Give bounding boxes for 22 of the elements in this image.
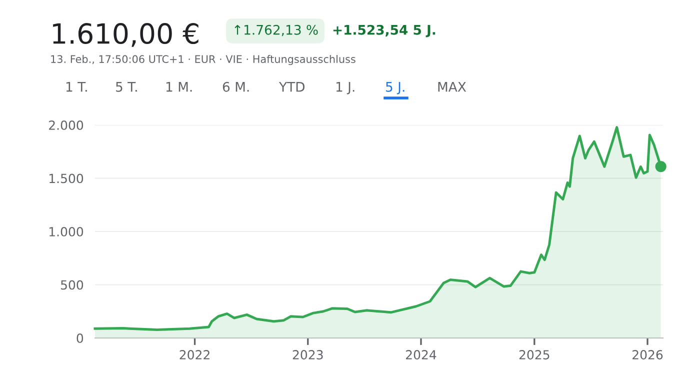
x-tick-label: 2026 bbox=[632, 350, 663, 360]
text: MAX bbox=[438, 82, 466, 92]
text: +1.523,54 5 J. bbox=[333, 24, 436, 38]
text: 1 T. bbox=[66, 82, 87, 92]
y-tick-label: 1.000 bbox=[49, 226, 84, 236]
text: 5 J. bbox=[386, 82, 404, 94]
chart-title: 1.610,00 € bbox=[53, 23, 198, 47]
text: 6 M. bbox=[222, 82, 249, 92]
x-tick-label: 2024 bbox=[406, 350, 436, 360]
x-tick-label: 2023 bbox=[292, 350, 323, 360]
y-tick-label: 1.500 bbox=[49, 174, 84, 184]
x-tick-label: 2025 bbox=[519, 350, 550, 360]
text: 1 J. bbox=[336, 82, 354, 94]
text: YTD bbox=[278, 82, 304, 92]
text: 5 T. bbox=[116, 82, 137, 92]
y-tick-label: 0 bbox=[76, 333, 84, 343]
text: ↑1.762,13 % bbox=[234, 24, 318, 36]
text: 1 M. bbox=[166, 82, 192, 92]
y-tick-label: 2.000 bbox=[49, 120, 84, 130]
x-tick-label: 2022 bbox=[180, 350, 210, 360]
y-tick-label: 500 bbox=[60, 280, 84, 290]
chart-subtitle: 13. Feb., 17:50:06 UTC+1 · EUR · VIE · Haftungsausschluss bbox=[51, 54, 356, 66]
